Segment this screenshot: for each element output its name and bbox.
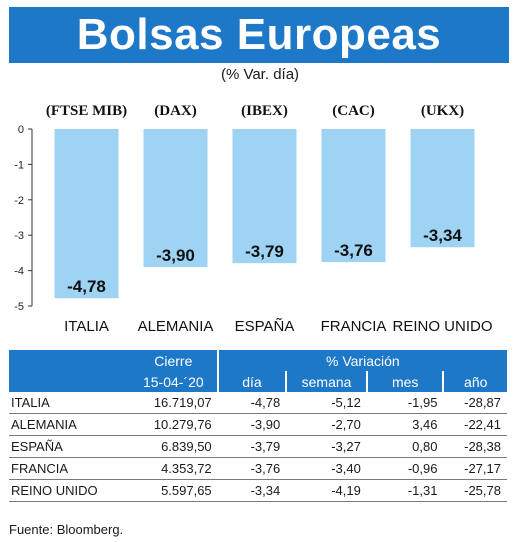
header-empty bbox=[9, 350, 130, 371]
y-tick-label: 0 bbox=[18, 124, 24, 136]
bar bbox=[143, 129, 208, 268]
header-close: Cierre bbox=[129, 350, 218, 371]
table-row: FRANCIA 4.353,72 -3,76 -3,40 -0,96 -27,1… bbox=[9, 457, 507, 480]
y-tick-label: -1 bbox=[14, 159, 24, 171]
row-dia: -3,76 bbox=[217, 457, 287, 480]
bar-chart: 0 -1 -2 -3 -4 -5 (FTSE MIB) -4,78 ITALIA (DAX) -3,… bbox=[14, 103, 492, 335]
data-label: -3,76 bbox=[334, 241, 373, 260]
table-row: REINO UNIDO 5.597,65 -3,34 -4,19 -1,31 -… bbox=[9, 479, 507, 502]
y-tick-label: -4 bbox=[14, 266, 24, 278]
row-close: 5.597,65 bbox=[129, 479, 218, 502]
category-label: REINO UNIDO bbox=[392, 318, 492, 335]
category-label: ITALIA bbox=[64, 318, 109, 335]
chart-title: Bolsas Europeas bbox=[9, 7, 509, 63]
header-variation: % Variación bbox=[216, 350, 507, 371]
row-name: FRANCIA bbox=[9, 457, 130, 480]
row-close: 16.719,07 bbox=[129, 392, 218, 414]
row-ano: -27,17 bbox=[443, 457, 507, 480]
row-semana: -5,12 bbox=[286, 392, 367, 414]
row-ano: -28,38 bbox=[443, 435, 507, 458]
row-mes: -0,96 bbox=[366, 457, 444, 480]
row-dia: -3,90 bbox=[217, 413, 287, 436]
chart-subtitle: (% Var. día) bbox=[220, 66, 300, 83]
row-mes: 3,46 bbox=[366, 413, 444, 436]
header-close-date: 15-04-´20 bbox=[129, 371, 218, 392]
bar bbox=[232, 129, 297, 264]
row-mes: 0,80 bbox=[366, 435, 444, 458]
y-tick-label: -2 bbox=[14, 195, 24, 207]
data-label: -3,90 bbox=[156, 246, 195, 265]
row-mes: -1,31 bbox=[366, 479, 444, 502]
row-dia: -3,79 bbox=[217, 435, 287, 458]
col-ano: año bbox=[442, 371, 507, 392]
row-close: 6.839,50 bbox=[129, 435, 218, 458]
category-label: FRANCIA bbox=[321, 318, 387, 335]
row-ano: -25,78 bbox=[443, 479, 507, 502]
row-dia: -3,34 bbox=[217, 479, 287, 502]
row-name: REINO UNIDO bbox=[9, 479, 130, 502]
index-label: (UKX) bbox=[421, 103, 464, 119]
category-label: ALEMANIA bbox=[138, 318, 214, 335]
bar bbox=[410, 129, 475, 248]
col-dia: día bbox=[216, 371, 287, 392]
table-row: ITALIA 16.719,07 -4,78 -5,12 -1,95 -28,8… bbox=[9, 392, 507, 414]
row-name: ITALIA bbox=[9, 392, 130, 414]
index-label: (IBEX) bbox=[241, 103, 288, 119]
y-tick-label: -3 bbox=[14, 230, 24, 242]
row-ano: -28,87 bbox=[443, 392, 507, 414]
row-mes: -1,95 bbox=[366, 392, 444, 414]
category-label: ESPAÑA bbox=[235, 318, 295, 335]
index-label: (FTSE MIB) bbox=[46, 103, 127, 119]
bar bbox=[321, 129, 386, 263]
table-row: ALEMANIA 10.279,76 -3,90 -2,70 3,46 -22,… bbox=[9, 413, 507, 436]
row-semana: -3,40 bbox=[286, 457, 367, 480]
row-semana: -4,19 bbox=[286, 479, 367, 502]
row-semana: -2,70 bbox=[286, 413, 367, 436]
col-semana: semana bbox=[285, 371, 367, 392]
data-label: -3,34 bbox=[423, 226, 462, 245]
quotes-table: Cierre % Variación 15-04-´20 día semana … bbox=[9, 350, 507, 502]
row-semana: -3,27 bbox=[286, 435, 367, 458]
col-mes: mes bbox=[365, 371, 444, 392]
row-ano: -22,41 bbox=[443, 413, 507, 436]
index-label: (DAX) bbox=[154, 103, 197, 119]
row-close: 4.353,72 bbox=[129, 457, 218, 480]
data-label: -3,79 bbox=[245, 242, 284, 261]
index-label: (CAC) bbox=[332, 103, 375, 119]
data-label: -4,78 bbox=[67, 277, 106, 296]
row-close: 10.279,76 bbox=[129, 413, 218, 436]
table-row: ESPAÑA 6.839,50 -3,79 -3,27 0,80 -28,38 bbox=[9, 435, 507, 458]
source-note: Fuente: Bloomberg. bbox=[9, 522, 124, 537]
row-name: ALEMANIA bbox=[9, 413, 130, 436]
y-tick-label: -5 bbox=[14, 301, 24, 313]
bar bbox=[54, 129, 119, 299]
row-dia: -4,78 bbox=[217, 392, 287, 414]
row-name: ESPAÑA bbox=[9, 435, 130, 458]
